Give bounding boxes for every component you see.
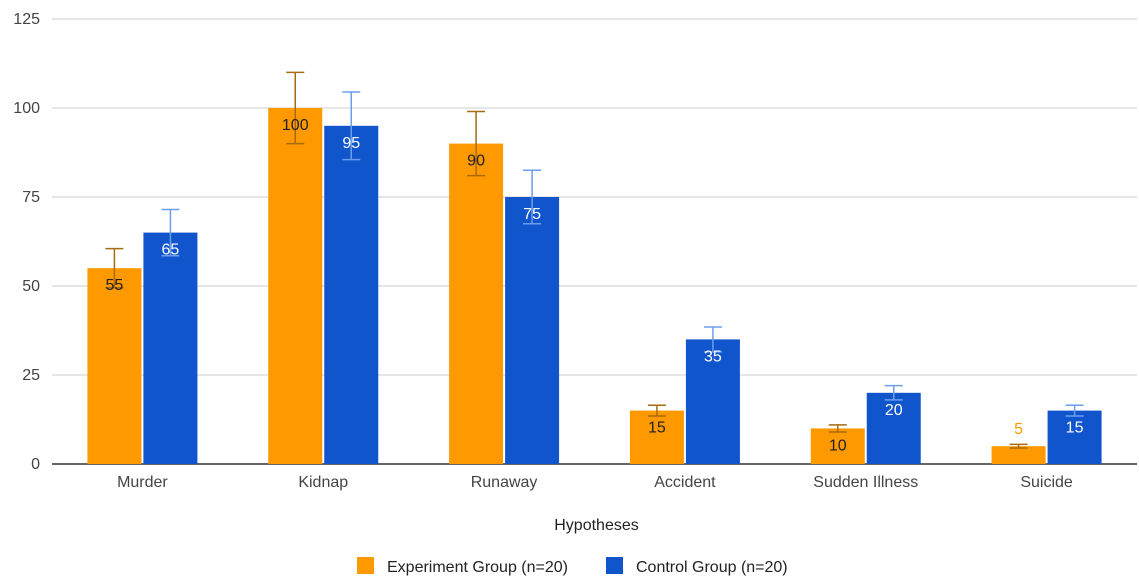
legend-item-experiment[interactable]: Experiment Group (n=20) [357,557,568,576]
data-label: 5 [1014,421,1023,438]
bars [87,108,1102,465]
x-axis-title: Hypotheses [554,517,639,534]
legend-swatch [606,557,623,574]
error-bar [703,326,722,353]
data-labels: 55 65 100 95 90 75 15 35 10 20 5 15 [106,117,1084,454]
bar-experiment-murder[interactable] [87,268,142,464]
legend-swatch [357,557,374,574]
error-bar [647,404,666,417]
data-label: 100 [282,117,309,134]
data-label: 20 [885,402,903,419]
bar-experiment-runaway[interactable] [449,143,504,464]
legend[interactable]: Experiment Group (n=20) Control Group (n=… [357,557,788,576]
bar-experiment-sudden-illness[interactable] [810,428,865,464]
bar-control-suicide[interactable] [1047,410,1102,464]
data-label: 15 [648,420,666,437]
error-bar [342,91,361,161]
legend-label: Control Group (n=20) [636,559,788,576]
legend-label: Experiment Group (n=20) [387,559,568,576]
bar-control-kidnap[interactable] [324,125,379,465]
x-tick-label: Runaway [471,474,538,491]
data-label: 55 [106,277,124,294]
x-tick-label: Kidnap [298,474,348,491]
x-tick-label: Sudden Illness [813,474,918,491]
y-tick-label: 50 [22,278,40,295]
error-bar [286,71,305,145]
error-bar [523,169,542,225]
error-bar [1065,404,1084,417]
bar-control-sudden-illness[interactable] [866,392,921,464]
y-tick-label: 75 [22,189,40,206]
data-label: 65 [162,242,180,259]
y-tick-label: 125 [13,11,40,28]
error-bar [1009,443,1028,449]
bar-experiment-suicide[interactable] [991,446,1046,464]
y-axis-tick-labels: 0 25 50 75 100 125 [13,11,40,473]
data-label: 90 [467,153,485,170]
error-bar [105,247,124,289]
bar-control-murder[interactable] [143,232,198,464]
error-bar [828,424,847,433]
error-bar [161,208,180,257]
y-tick-label: 25 [22,367,40,384]
x-tick-label: Suicide [1020,474,1073,491]
data-label: 75 [523,206,541,223]
x-tick-label: Accident [654,474,716,491]
gridlines [52,18,1137,465]
x-axis-tick-labels: Murder Kidnap Runaway Accident Sudden Illnes… [117,474,1073,491]
data-label: 10 [829,437,847,454]
data-label: 15 [1066,420,1084,437]
error-bar [884,384,903,401]
x-tick-label: Murder [117,474,168,491]
data-label: 95 [342,135,360,152]
data-label: 35 [704,348,722,365]
legend-item-control[interactable]: Control Group (n=20) [606,557,788,576]
error-bar [467,110,486,177]
y-tick-label: 100 [13,100,40,117]
bar-control-runaway[interactable] [505,197,560,464]
bar-control-accident[interactable] [685,339,740,464]
error-bars [105,71,1084,449]
bar-experiment-kidnap[interactable] [268,108,323,464]
y-tick-label: 0 [31,456,40,473]
bar-experiment-accident[interactable] [629,410,684,464]
